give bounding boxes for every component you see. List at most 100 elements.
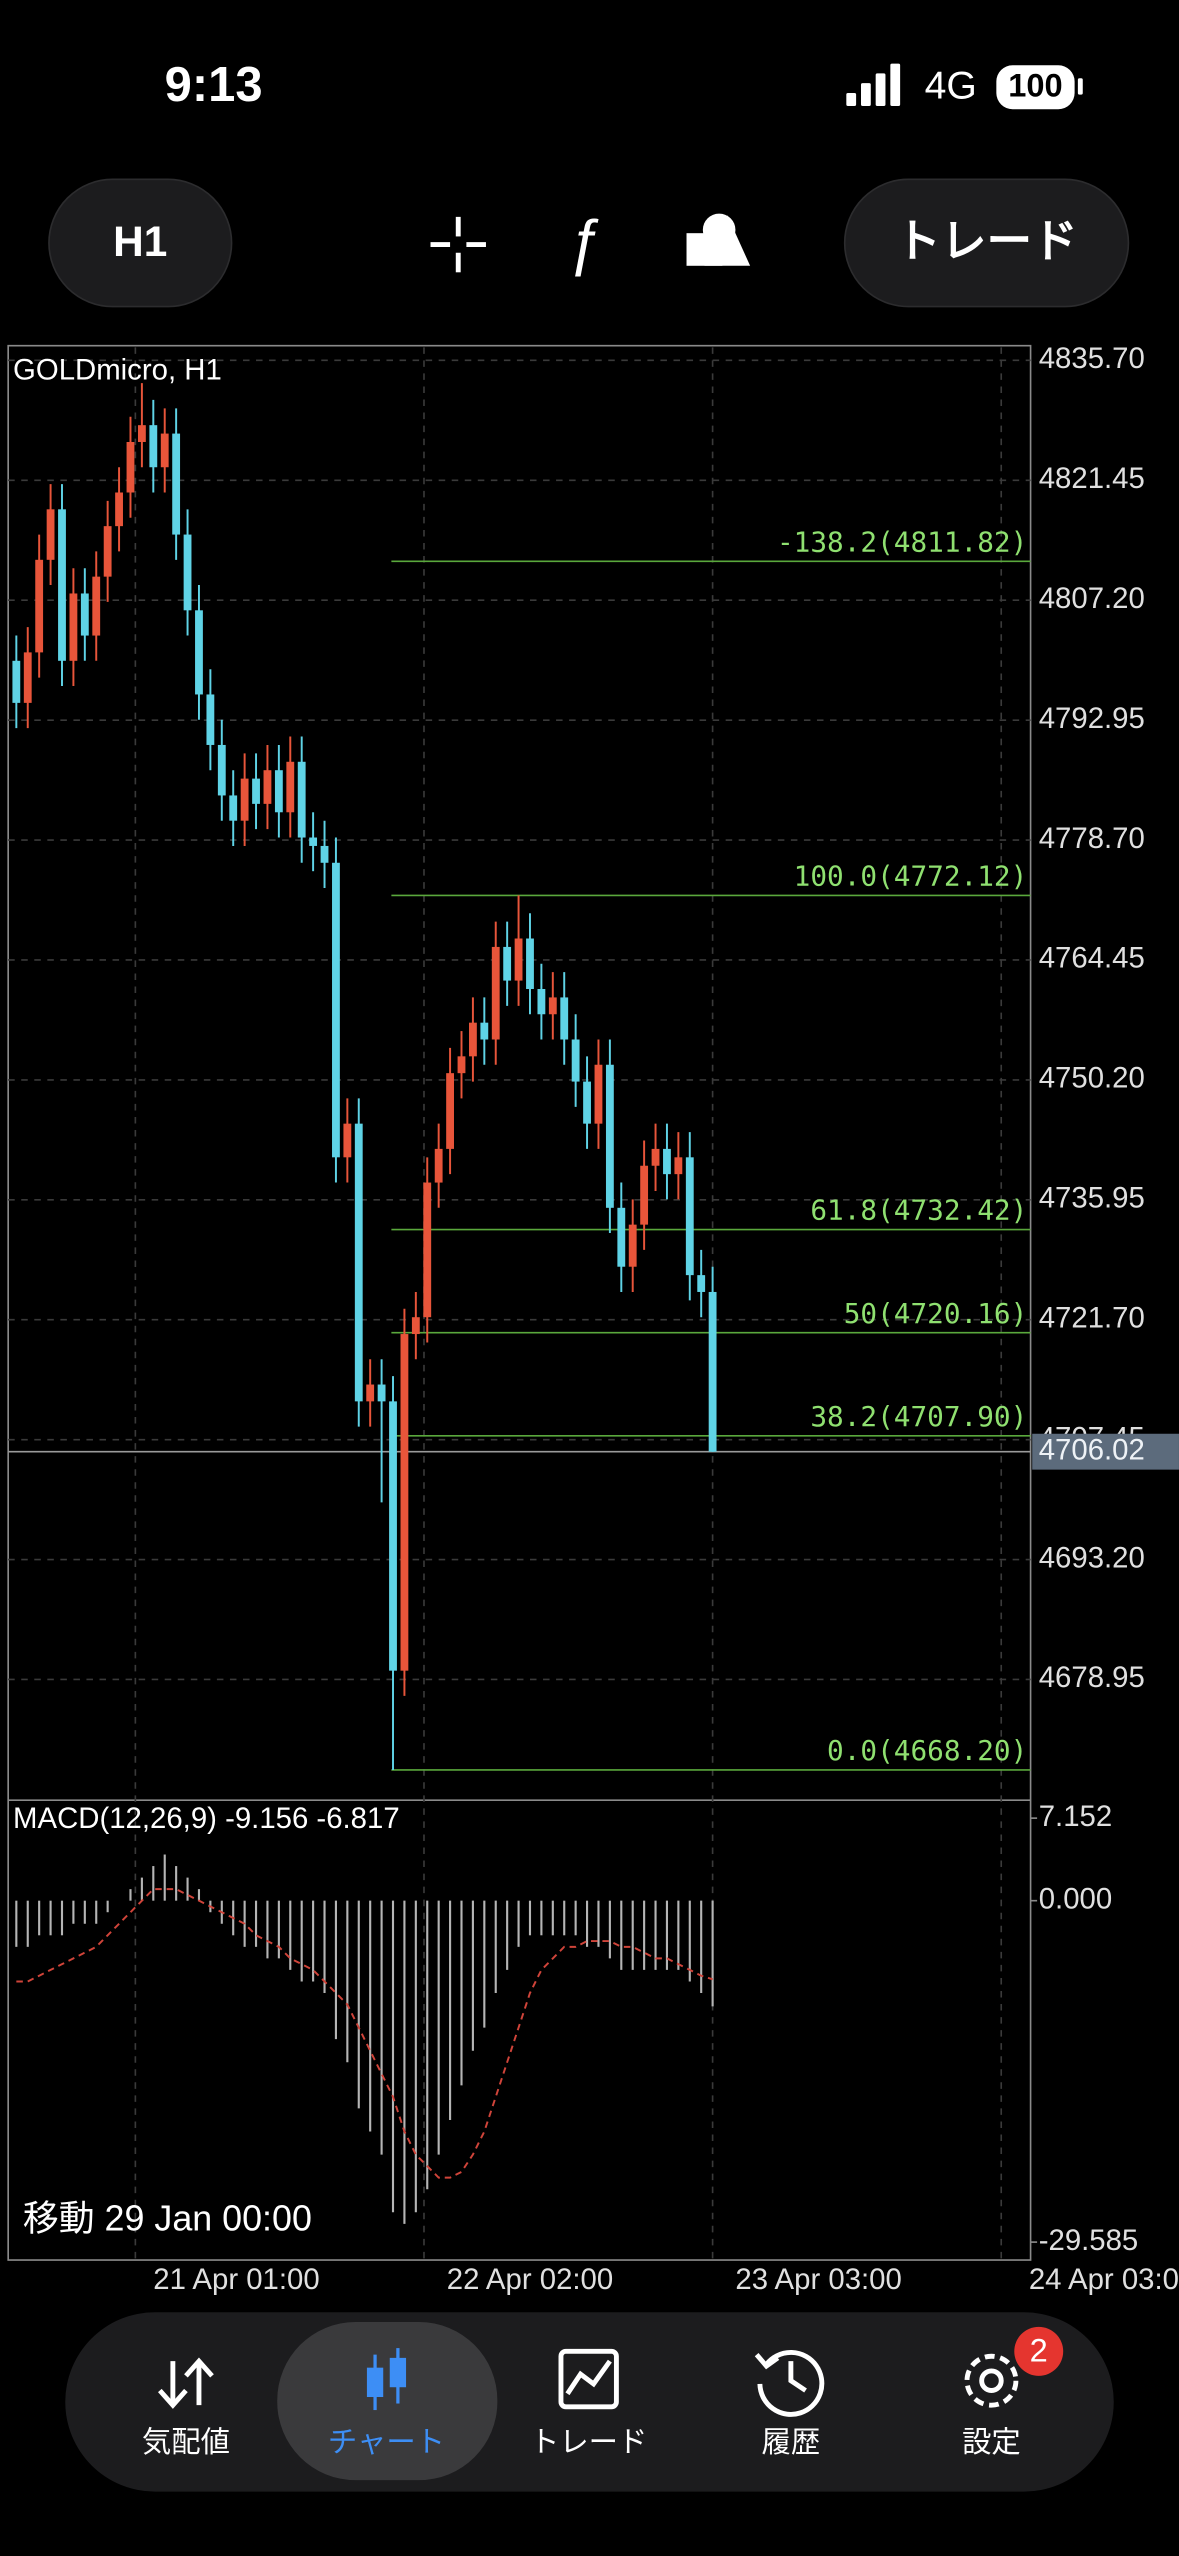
tab-label[interactable]: トレード xyxy=(530,2426,647,2459)
candle-body xyxy=(651,1148,660,1166)
candle-body xyxy=(366,1384,375,1402)
y-tick-label: 4721.70 xyxy=(1039,1301,1145,1334)
candle-body xyxy=(411,1317,420,1335)
candle-body xyxy=(217,744,226,796)
candle-body xyxy=(35,559,44,653)
fib-label: 50(4720.16) xyxy=(844,1297,1028,1330)
tab-label[interactable]: 設定 xyxy=(962,2426,1021,2459)
history-icon[interactable] xyxy=(754,2350,825,2417)
chart-frame xyxy=(7,344,1032,2261)
candle-body xyxy=(617,1207,626,1267)
candle-body xyxy=(23,652,32,703)
signal-value: -6.817 xyxy=(316,1802,399,1835)
candle-body xyxy=(149,425,158,468)
timeframe-button[interactable] xyxy=(48,178,233,308)
candle-body xyxy=(195,610,203,695)
crosshair-button[interactable] xyxy=(430,216,486,273)
candle-body xyxy=(46,509,55,560)
clock: 9:13 xyxy=(165,58,263,112)
y-tick-label: 4821.45 xyxy=(1039,462,1145,495)
candle-body xyxy=(183,534,192,611)
candle-body xyxy=(457,1056,466,1074)
candle-body xyxy=(697,1275,706,1292)
tab-label[interactable]: 気配値 xyxy=(142,2426,230,2459)
chart-title: GOLDmicro, H1 xyxy=(13,354,222,387)
candle-body xyxy=(263,770,272,804)
candle-body xyxy=(446,1073,454,1149)
x-tick-label: 22 Apr 02:00 xyxy=(447,2263,613,2296)
candle-body xyxy=(240,778,249,821)
battery xyxy=(996,65,1075,110)
candle-body xyxy=(548,997,557,1015)
signal-icon xyxy=(846,63,901,106)
chart-icon[interactable] xyxy=(366,2348,407,2411)
scroll-label: 移動 29 Jan 00:00 xyxy=(23,2198,312,2238)
badge xyxy=(1014,2326,1064,2376)
tab-label[interactable]: チャート xyxy=(328,2426,445,2459)
candle-body xyxy=(434,1148,443,1183)
candle-body xyxy=(297,761,306,838)
candle-body xyxy=(80,593,89,636)
y-tick-label: 4678.95 xyxy=(1039,1661,1145,1694)
candle-body xyxy=(389,1401,397,1671)
settings-icon[interactable] xyxy=(964,2353,1019,2408)
candle-body xyxy=(69,593,78,661)
candle-body xyxy=(685,1157,694,1276)
y-tick-label: 4693.20 xyxy=(1039,1541,1145,1574)
signal-line xyxy=(16,1888,713,2179)
candle-body xyxy=(103,526,112,577)
indicator-button[interactable]: ƒ xyxy=(567,208,601,277)
objects-button[interactable] xyxy=(686,213,751,266)
candle-body xyxy=(92,576,101,636)
candle-body xyxy=(594,1064,603,1124)
candle-body xyxy=(663,1148,671,1175)
y-tick-label: -29.585 xyxy=(1039,2224,1139,2257)
candle-body xyxy=(571,1039,580,1082)
candle-body xyxy=(708,1291,717,1452)
fib-label: -138.2(4811.82) xyxy=(777,525,1027,558)
trade-button-label: トレード xyxy=(895,216,1078,267)
badge-count: 2 xyxy=(1030,2332,1048,2369)
candle-body xyxy=(320,845,329,863)
candle-body xyxy=(137,425,146,442)
candle-body xyxy=(274,770,283,813)
macd-value: -9.156 xyxy=(225,1802,308,1835)
y-tick-label: 0.000 xyxy=(1039,1882,1112,1915)
current-price-label: 4706.02 xyxy=(1039,1433,1145,1466)
candle-body xyxy=(332,862,340,1158)
x-tick-label: 21 Apr 01:00 xyxy=(153,2263,319,2296)
y-tick-label: 4778.70 xyxy=(1039,822,1145,855)
fib-label: 100.0(4772.12) xyxy=(794,859,1028,892)
macd-name: MACD(12,26,9) xyxy=(13,1802,217,1835)
candle-body xyxy=(674,1157,683,1175)
candle-body xyxy=(12,660,21,703)
candle-body xyxy=(628,1224,637,1267)
x-tick-label: 23 Apr 03:00 xyxy=(735,2263,901,2296)
trade-icon[interactable] xyxy=(558,2348,619,2410)
candle-body xyxy=(160,433,169,468)
timeframe-label: H1 xyxy=(113,218,167,265)
macd-label: MACD(12,26,9) -9.156 -6.817 xyxy=(13,1802,400,1835)
y-tick-label: 4735.95 xyxy=(1039,1182,1145,1215)
candle-body xyxy=(480,1022,489,1040)
candle-body xyxy=(172,433,181,535)
y-tick-label: 4835.70 xyxy=(1039,342,1145,375)
candle-body xyxy=(423,1182,432,1318)
candle-body xyxy=(503,946,512,981)
candle-body xyxy=(605,1064,614,1208)
candle-body xyxy=(115,492,123,527)
trade-button[interactable] xyxy=(843,178,1130,308)
current-price-tag xyxy=(1032,1433,1179,1470)
fib-label: 0.0(4668.20) xyxy=(827,1734,1027,1767)
y-tick-label: 4750.20 xyxy=(1039,1062,1145,1095)
tab-label[interactable]: 履歴 xyxy=(762,2426,821,2459)
candle-body xyxy=(491,946,500,1040)
quotes-icon[interactable] xyxy=(158,2357,214,2409)
fib-label: 38.2(4707.90) xyxy=(810,1400,1027,1433)
tab-bar xyxy=(65,2312,1114,2492)
candle-body xyxy=(252,778,260,804)
x-tick-label: 24 Apr 03:0 xyxy=(1029,2263,1179,2296)
candle-body xyxy=(343,1123,352,1158)
